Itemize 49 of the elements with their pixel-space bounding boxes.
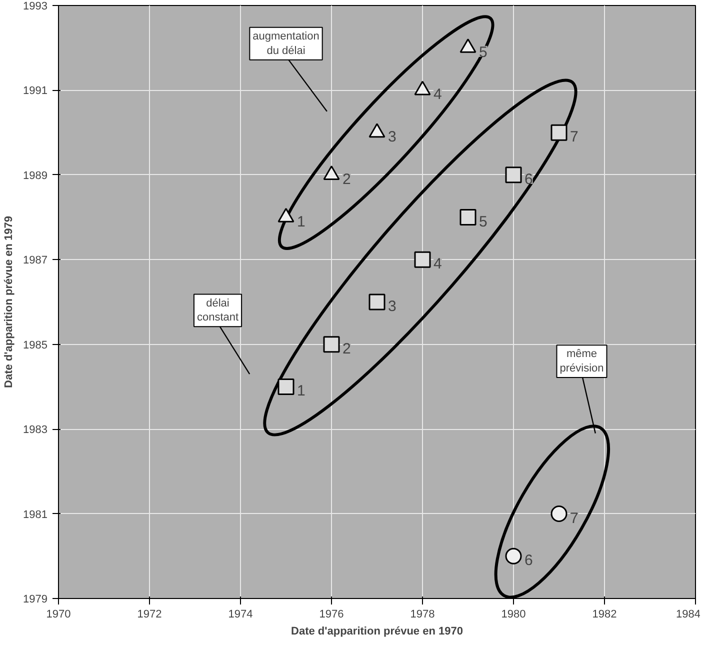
y-tick-label: 1981 (23, 508, 48, 521)
point (550, 124, 568, 141)
annotation: 2 (342, 340, 351, 358)
point (323, 166, 340, 180)
point (414, 80, 431, 96)
point (368, 294, 386, 310)
x-tick-label: 1984 (676, 608, 701, 620)
annotation: délai constant (196, 297, 239, 324)
y-tick-label: 1985 (23, 339, 48, 352)
annotation: même prévision (560, 348, 604, 374)
x-axis-title: Date d'apparition prévue en 1970 (291, 626, 463, 638)
x-tick-label: 1972 (137, 608, 162, 620)
annotation: 1 (297, 382, 306, 400)
point (505, 548, 522, 564)
y-tick-label: 1989 (23, 170, 48, 182)
annotation: 1 (297, 213, 306, 230)
x-tick-label: 1978 (410, 608, 435, 620)
x-tick-label: 1982 (592, 608, 617, 620)
x-tick-label: 1980 (501, 608, 526, 620)
point (505, 166, 522, 184)
point (278, 378, 294, 395)
point (460, 209, 476, 226)
x-tick-label: 1970 (46, 608, 71, 620)
point (550, 506, 568, 522)
point (323, 336, 340, 353)
y-tick-label: 1987 (23, 254, 48, 267)
annotation: 4 (434, 256, 442, 273)
point (368, 123, 386, 138)
annotation: 2 (342, 170, 351, 188)
annotation: 3 (388, 128, 396, 146)
point (278, 208, 294, 222)
x-tick-label: 1976 (319, 608, 344, 620)
point (414, 251, 431, 268)
y-axis-title: Date d'apparition prévue en 1979 (3, 216, 16, 388)
annotation: 7 (570, 510, 578, 527)
y-tick-label: 1991 (23, 85, 48, 98)
x-tick-label: 1974 (228, 608, 253, 620)
annotation: 5 (479, 213, 488, 230)
annotation: 3 (388, 298, 396, 315)
annotation: 6 (524, 552, 533, 570)
annotation: 4 (434, 86, 442, 104)
annotation: 6 (524, 170, 533, 188)
point (460, 38, 476, 53)
annotation: 7 (570, 128, 578, 146)
y-tick-label: 1993 (23, 0, 48, 12)
annotation: 5 (479, 44, 488, 61)
y-tick-label: 1979 (23, 594, 48, 606)
annotation: augmentation du délai (252, 30, 320, 57)
y-tick-label: 1983 (23, 424, 48, 436)
